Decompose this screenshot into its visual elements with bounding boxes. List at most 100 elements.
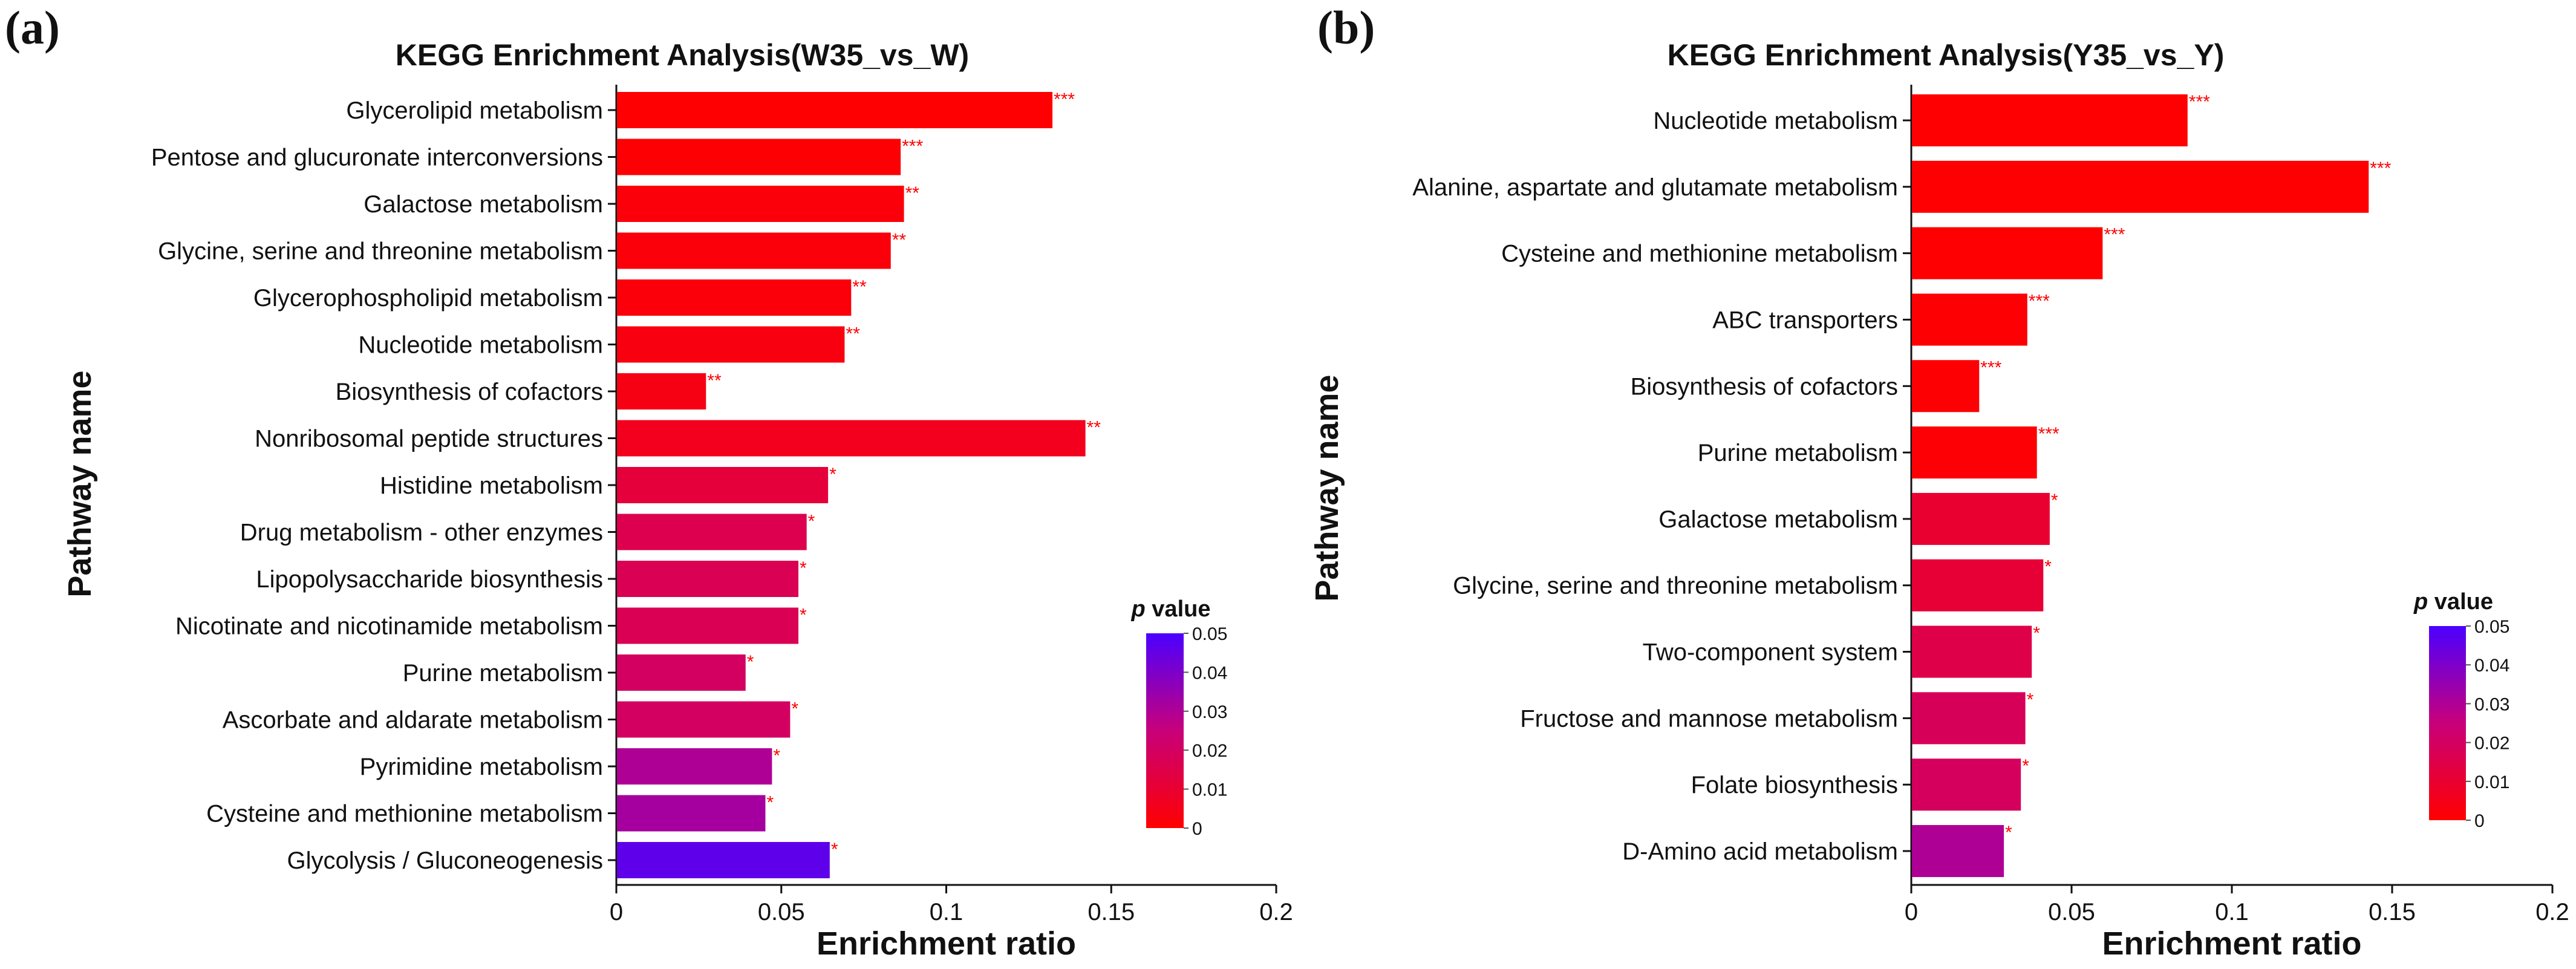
colorbar-title-value: value xyxy=(1152,596,1210,622)
colorbar-tick-label: 0.03 xyxy=(1192,702,1227,722)
colorbar-tick-label: 0 xyxy=(1192,819,1202,839)
colorbar-tick-label: 0.04 xyxy=(1192,663,1227,683)
category-label: Galactose metabolism xyxy=(1658,506,1898,533)
category-label: Nicotinate and nicotinamide metabolism xyxy=(175,613,603,640)
bar xyxy=(1912,160,2369,213)
colorbar-title-text xyxy=(2428,589,2434,615)
bar xyxy=(617,748,772,785)
x-tick-label: 0.15 xyxy=(1087,899,1135,925)
category-label: Histidine metabolism xyxy=(380,472,603,499)
bar xyxy=(617,701,791,738)
category-label: Nucleotide metabolism xyxy=(1653,108,1898,134)
category-label: Glycine, serine and threonine metabolism xyxy=(158,238,603,265)
y-axis-label: Pathway name xyxy=(1309,374,1345,601)
bar xyxy=(617,279,852,316)
x-tick-label: 0 xyxy=(1905,899,1918,925)
significance-label: * xyxy=(800,558,807,578)
significance-label: * xyxy=(747,652,754,672)
bar xyxy=(1912,759,2021,811)
x-tick-label: 0.1 xyxy=(930,899,964,925)
colorbar-tick-label: 0.01 xyxy=(1192,780,1227,800)
category-label: Galactose metabolism xyxy=(364,191,603,218)
bar xyxy=(617,467,829,503)
colorbar-title-value: value xyxy=(2434,589,2493,615)
significance-label: *** xyxy=(1980,357,2001,377)
bar xyxy=(1912,293,2027,346)
bar xyxy=(1912,426,2037,479)
bar xyxy=(617,186,904,222)
x-tick-label: 0.2 xyxy=(1259,899,1293,925)
significance-label: *** xyxy=(2104,225,2125,245)
significance-label: ** xyxy=(892,230,907,250)
significance-label: ** xyxy=(846,324,860,344)
colorbar xyxy=(1146,633,1184,828)
colorbar-title: p value xyxy=(1131,596,1211,622)
category-label: Fructose and mannose metabolism xyxy=(1520,705,1898,732)
category-label: Cysteine and methionine metabolism xyxy=(206,801,603,827)
x-tick-label: 0.1 xyxy=(2215,899,2249,925)
significance-label: ** xyxy=(707,371,722,391)
significance-label: * xyxy=(2044,557,2052,577)
bar xyxy=(617,326,845,363)
category-label: Ascorbate and aldarate metabolism xyxy=(223,707,603,734)
colorbar-title-p: p xyxy=(2413,589,2428,615)
category-label: Pentose and glucuronate interconversions xyxy=(151,145,603,171)
x-tick-label: 0.05 xyxy=(2048,899,2095,925)
x-tick-label: 0.2 xyxy=(2535,899,2569,925)
significance-label: * xyxy=(791,699,798,719)
bar xyxy=(1912,492,2050,545)
panel-label: (a) xyxy=(5,1,60,54)
y-axis-label: Pathway name xyxy=(62,370,98,597)
x-tick-label: 0.05 xyxy=(758,899,805,925)
significance-label: * xyxy=(773,746,780,766)
significance-label: * xyxy=(2027,690,2034,710)
category-label: Glycerolipid metabolism xyxy=(346,97,603,124)
category-label: Two-component system xyxy=(1643,639,1898,666)
colorbar-tick-label: 0.05 xyxy=(1192,624,1227,644)
colorbar-tick-label: 0 xyxy=(2474,811,2485,831)
bar xyxy=(1912,94,2188,146)
significance-label: *** xyxy=(2189,92,2210,112)
category-label: Biosynthesis of cofactors xyxy=(1631,373,1898,400)
bar xyxy=(1912,625,2032,678)
colorbar-title-text xyxy=(1146,596,1152,622)
bar xyxy=(617,514,807,550)
category-label: Biosynthesis of cofactors xyxy=(336,379,603,405)
category-label: ABC transporters xyxy=(1712,307,1898,333)
panel-b: (b) KEGG Enrichment Analysis(Y35_vs_Y) Pat… xyxy=(1309,1,2569,962)
category-label: Alanine, aspartate and glutamate metabol… xyxy=(1412,174,1898,201)
bar xyxy=(617,654,746,691)
bar xyxy=(617,607,799,644)
x-axis-label: Enrichment ratio xyxy=(2102,925,2361,962)
chart-title: KEGG Enrichment Analysis(Y35_vs_Y) xyxy=(1668,38,2225,72)
category-label: Lipopolysaccharide biosynthesis xyxy=(256,566,603,593)
category-label: Drug metabolism - other enzymes xyxy=(240,520,603,546)
category-label: Purine metabolism xyxy=(403,660,603,687)
significance-label: ** xyxy=(905,183,920,203)
category-label: Cysteine and methionine metabolism xyxy=(1501,241,1898,267)
colorbar-tick-label: 0.02 xyxy=(1192,741,1227,761)
category-label: Glycolysis / Gluconeogenesis xyxy=(287,847,603,874)
bar xyxy=(617,139,901,175)
bar xyxy=(1912,692,2026,745)
category-label: Folate biosynthesis xyxy=(1691,772,1898,798)
bar xyxy=(617,373,706,409)
category-label: Pyrimidine metabolism xyxy=(360,754,603,780)
significance-label: * xyxy=(766,793,774,813)
category-label: Nonribosomal peptide structures xyxy=(255,426,603,452)
significance-label: * xyxy=(2033,624,2040,644)
x-axis-label: Enrichment ratio xyxy=(817,925,1076,962)
significance-label: *** xyxy=(2370,158,2391,178)
significance-label: * xyxy=(2051,491,2058,511)
significance-label: *** xyxy=(2038,424,2059,444)
colorbar-tick-label: 0.01 xyxy=(2474,772,2509,792)
bar xyxy=(617,92,1053,128)
colorbar-tick-label: 0.03 xyxy=(2474,694,2509,714)
bar xyxy=(1912,825,2004,877)
colorbar xyxy=(2429,626,2466,820)
significance-label: * xyxy=(2005,823,2012,843)
significance-label: *** xyxy=(2029,291,2050,311)
bar xyxy=(617,232,891,269)
category-label: D-Amino acid metabolism xyxy=(1622,838,1898,865)
category-label: Glycine, serine and threonine metabolism xyxy=(1453,573,1898,599)
